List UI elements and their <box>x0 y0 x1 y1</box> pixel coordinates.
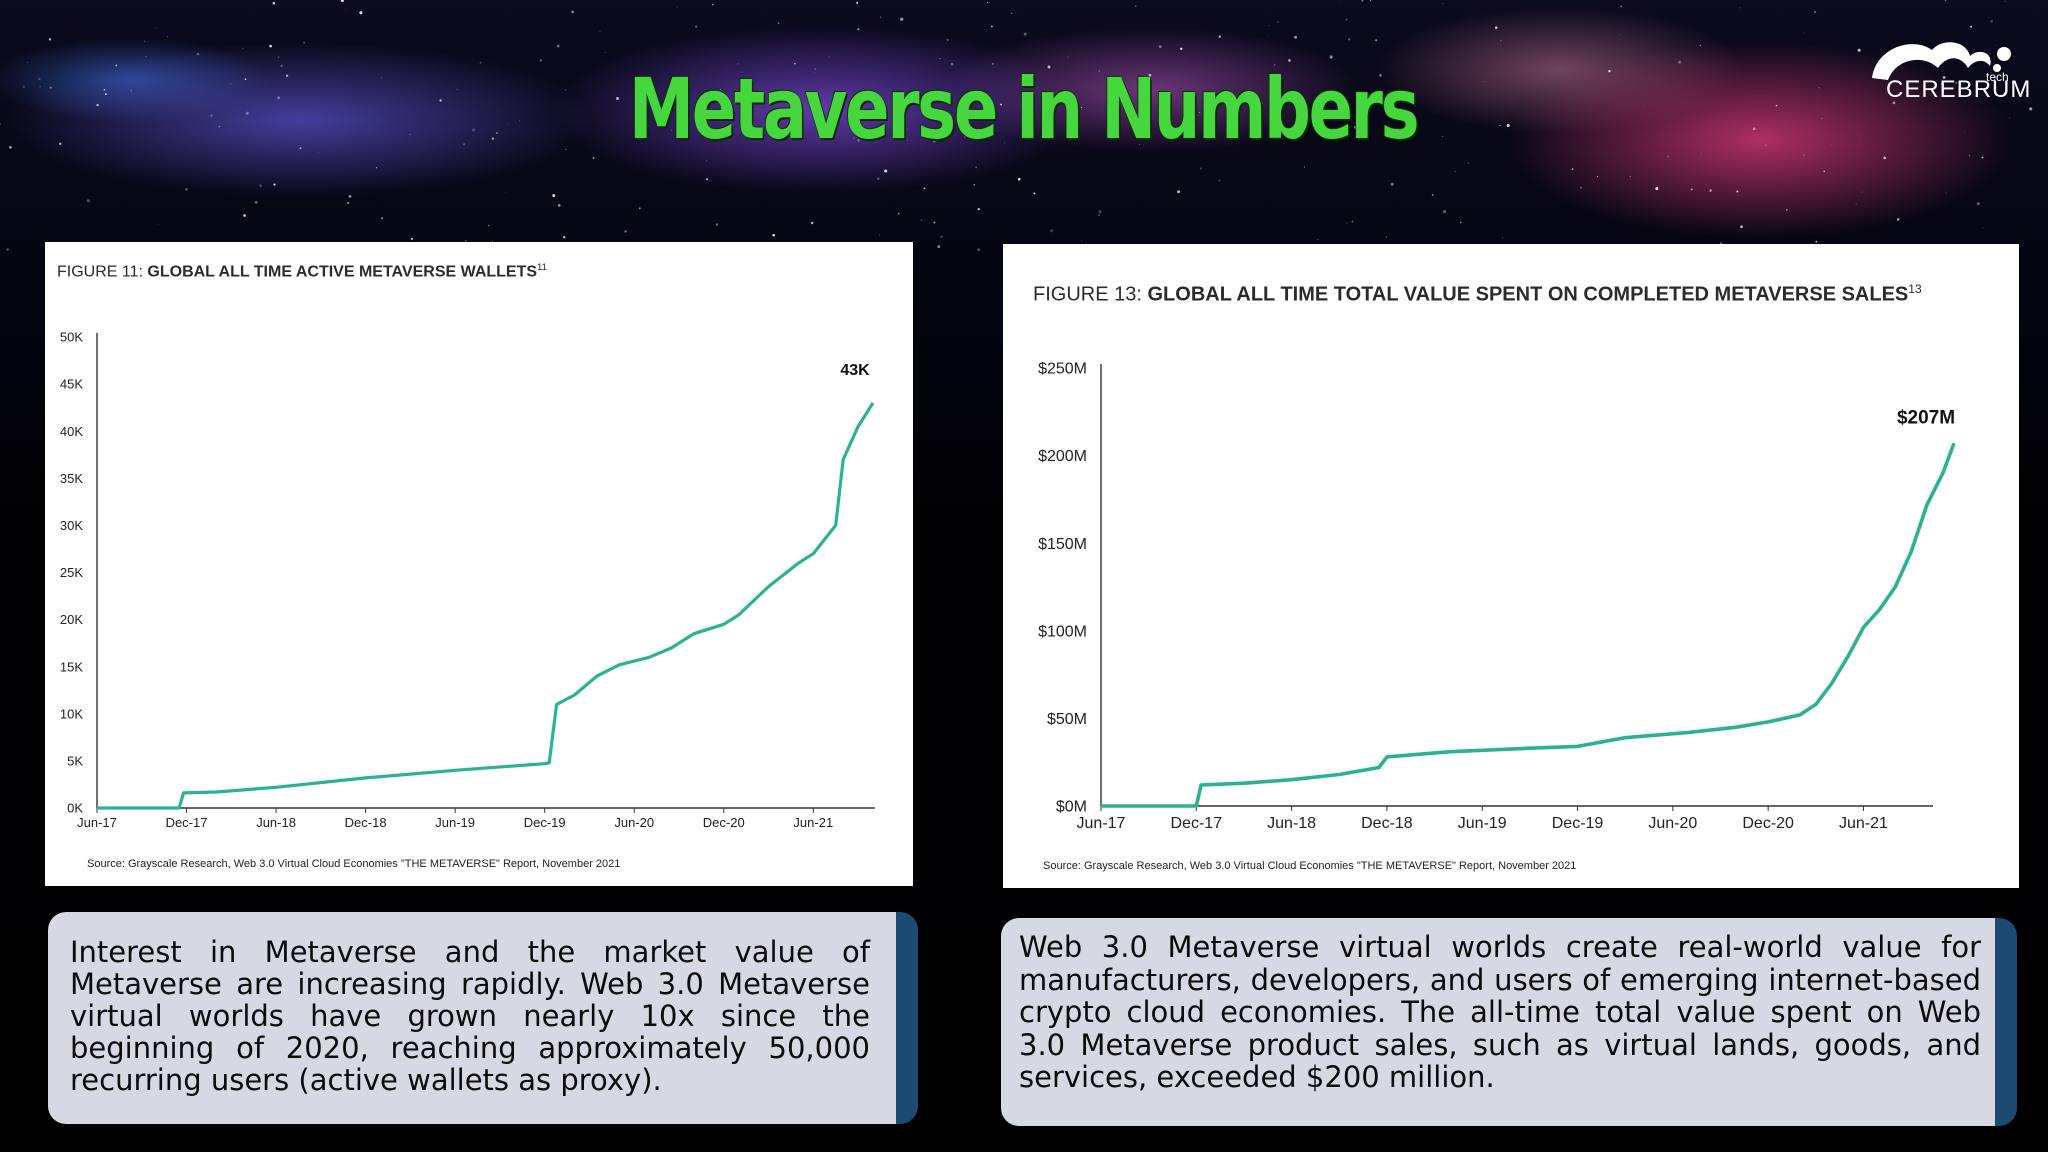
y-tick-label: 20K <box>60 612 83 627</box>
logo-subtext: tech <box>1986 70 2009 84</box>
chart-source: Source: Grayscale Research, Web 3.0 Virt… <box>1043 860 1577 872</box>
description-text-right: Web 3.0 Metaverse virtual worlds create … <box>1019 930 1981 1094</box>
x-tick-label: Jun-21 <box>793 815 833 830</box>
end-value-label: 43K <box>840 362 870 379</box>
x-tick-label: Jun-21 <box>1839 815 1888 832</box>
y-tick-label: 30K <box>60 518 83 533</box>
x-tick-label: Dec-20 <box>703 815 745 830</box>
x-tick-label: Jun-17 <box>77 815 117 830</box>
description-box-right: Web 3.0 Metaverse virtual worlds create … <box>1001 918 2017 1126</box>
chart-title: FIGURE 11: GLOBAL ALL TIME ACTIVE METAVE… <box>57 262 547 281</box>
y-tick-label: 25K <box>60 565 83 580</box>
description-text-left: Interest in Metaverse and the market val… <box>70 935 870 1097</box>
figure-superscript: 13 <box>1908 282 1922 296</box>
y-tick-label: 10K <box>60 706 83 721</box>
sales-line-chart: $0M $50M $100M $150M $200M $250M Jun-17 Dec-17 J… <box>1038 361 1956 832</box>
y-tick-label: 40K <box>60 424 83 439</box>
chart-panel-sales: FIGURE 13: GLOBAL ALL TIME TOTAL VALUE S… <box>1003 244 2019 888</box>
x-tick-label: Dec-17 <box>1171 815 1223 832</box>
x-tick-label: Jun-19 <box>435 815 475 830</box>
x-tick-label: Jun-17 <box>1077 815 1126 832</box>
x-tick-label: Dec-18 <box>1361 815 1413 832</box>
y-tick-label: 0K <box>67 801 83 816</box>
y-tick-label: $50M <box>1047 711 1087 728</box>
x-tick-label: Dec-18 <box>345 815 387 830</box>
y-tick-label: 15K <box>60 659 83 674</box>
x-tick-label: Jun-20 <box>614 815 654 830</box>
chart-panel-wallets: FIGURE 11: GLOBAL ALL TIME ACTIVE METAVE… <box>45 242 913 886</box>
wallets-line-chart: 0K 5K 10K 15K 20K 25K 30K 35K 40K 45K 50K Jun-17 Dec… <box>60 330 875 830</box>
starfield <box>0 0 2033 255</box>
x-tick-label: Jun-20 <box>1648 815 1697 832</box>
cerebrum-logo-icon <box>1872 42 2011 80</box>
y-tick-label: $250M <box>1038 361 1087 378</box>
x-tick-label: Dec-19 <box>524 815 566 830</box>
x-tick-label: Jun-19 <box>1458 815 1507 832</box>
end-value-label: $207M <box>1897 407 1955 428</box>
x-tick-label: Jun-18 <box>1267 815 1316 832</box>
y-tick-label: $200M <box>1038 448 1087 465</box>
series-line <box>97 402 875 810</box>
figure-label: FIGURE 13: <box>1033 283 1142 306</box>
series-line <box>1101 442 1956 808</box>
y-tick-label: $0M <box>1056 799 1087 816</box>
x-tick-label: Dec-20 <box>1742 815 1794 832</box>
figure-title: GLOBAL ALL TIME ACTIVE METAVERSE WALLETS <box>147 263 538 281</box>
y-tick-label: 5K <box>67 753 83 768</box>
x-tick-label: Dec-19 <box>1552 815 1604 832</box>
x-tick-label: Jun-18 <box>256 815 296 830</box>
logo-text: CEREBRUM <box>1886 76 2032 103</box>
x-tick-label: Dec-17 <box>166 815 208 830</box>
page-title: Metaverse in Numbers <box>628 60 1420 158</box>
y-tick-label: $100M <box>1038 623 1087 640</box>
figure-title: GLOBAL ALL TIME TOTAL VALUE SPENT ON COM… <box>1147 283 1909 306</box>
figure-label: FIGURE 11: <box>57 263 143 281</box>
chart-source: Source: Grayscale Research, Web 3.0 Virt… <box>87 858 621 870</box>
y-tick-label: 45K <box>60 377 83 392</box>
y-tick-label: $150M <box>1038 536 1087 553</box>
y-tick-label: 50K <box>60 330 83 345</box>
y-tick-label: 35K <box>60 471 83 486</box>
chart-title: FIGURE 13: GLOBAL ALL TIME TOTAL VALUE S… <box>1033 282 1922 307</box>
description-box-left: Interest in Metaverse and the market val… <box>48 912 918 1124</box>
figure-superscript: 11 <box>537 262 548 273</box>
